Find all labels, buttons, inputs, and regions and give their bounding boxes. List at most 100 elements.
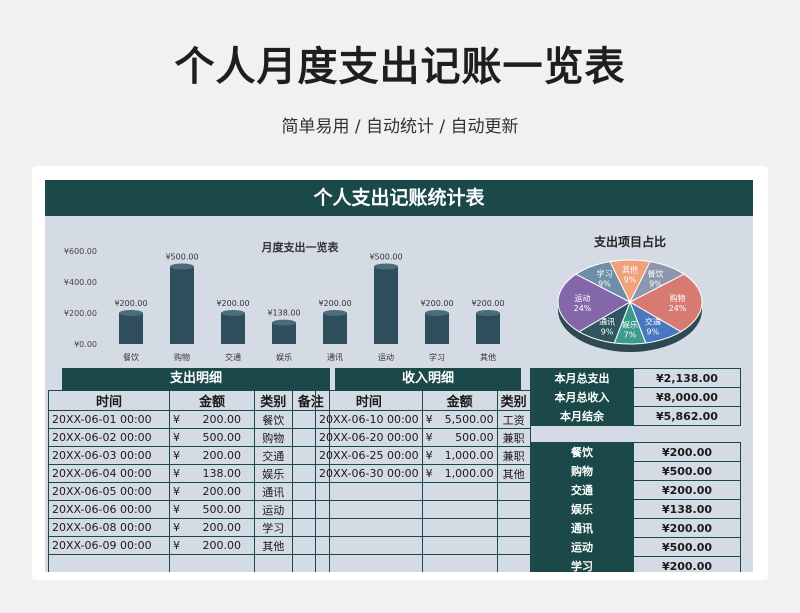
summary-label: 交通 xyxy=(530,480,634,500)
y-tick-label: ¥400.00 xyxy=(64,278,97,287)
income-header: 收入明细 xyxy=(335,368,521,390)
bar-value-label: ¥200.00 xyxy=(471,299,504,308)
amount-value: 138.00 xyxy=(202,467,242,480)
summary-value: ¥200.00 xyxy=(633,518,741,538)
currency-symbol: ¥ xyxy=(425,449,433,462)
table-row: 20XX-06-09 00:00 ¥200.00 其他 xyxy=(48,536,331,555)
category-cell: 交通 xyxy=(254,446,293,465)
amount-value: 500.00 xyxy=(202,431,242,444)
summary-row: 娱乐 ¥138.00 xyxy=(530,499,741,519)
currency-symbol: ¥ xyxy=(425,467,433,480)
bar-body xyxy=(323,313,347,344)
summary-label: 通讯 xyxy=(530,518,634,538)
col-category: 类别 xyxy=(496,390,531,411)
summary-value: ¥5,862.00 xyxy=(633,406,741,426)
income-header-row: 时间 金额 类别 xyxy=(315,390,531,411)
bar xyxy=(425,310,449,344)
time-cell: 20XX-06-03 00:00 xyxy=(48,446,170,465)
category-cell: 其他 xyxy=(496,464,531,483)
bar-top xyxy=(119,310,143,316)
expense-header: 支出明细 xyxy=(62,368,330,390)
summary-value: ¥200.00 xyxy=(633,442,741,462)
table-row xyxy=(315,554,531,572)
pie-slice-percent: 7% xyxy=(624,331,637,340)
table-row xyxy=(315,500,531,519)
summary-row: 购物 ¥500.00 xyxy=(530,461,741,481)
col-time: 时间 xyxy=(48,390,170,411)
y-tick-label: ¥200.00 xyxy=(64,309,97,318)
amount-cell: ¥500.00 xyxy=(168,428,256,447)
bar-category-label: 购物 xyxy=(174,352,190,362)
currency-symbol: ¥ xyxy=(173,503,180,516)
table-row xyxy=(315,518,531,537)
amount-value: 200.00 xyxy=(202,413,242,426)
col-amount: 金额 xyxy=(168,390,256,411)
pie-side xyxy=(558,302,702,352)
bar-chart: 月度支出一览表 ¥600.00 ¥400.00 ¥200.00 ¥0.00 ¥200.0… xyxy=(64,240,505,362)
currency-symbol: ¥ xyxy=(425,431,433,444)
bar-top xyxy=(425,310,449,316)
summary-label: 本月总支出 xyxy=(530,368,634,388)
bar-body xyxy=(221,313,245,344)
category-cell: 其他 xyxy=(254,536,293,555)
empty-cell xyxy=(496,536,531,555)
bar-category-label: 其他 xyxy=(480,352,496,362)
amount-cell: ¥200.00 xyxy=(168,482,256,501)
amount-cell: ¥500.00 xyxy=(168,500,256,519)
summary-value: ¥500.00 xyxy=(633,461,741,481)
category-cell: 工资 xyxy=(496,410,531,429)
summary-label: 本月总收入 xyxy=(530,387,634,407)
amount-cell: ¥5,500.00 xyxy=(421,410,498,429)
summary-value: ¥500.00 xyxy=(633,537,741,557)
bar-body xyxy=(476,313,500,344)
bar xyxy=(374,263,398,344)
bar-category-label: 娱乐 xyxy=(276,352,292,362)
empty-cell xyxy=(496,482,531,501)
y-tick-label: ¥0.00 xyxy=(74,340,97,349)
bar-value-label: ¥200.00 xyxy=(318,299,351,308)
category-cell: 运动 xyxy=(254,500,293,519)
pie-slice-percent: 24% xyxy=(669,304,687,313)
category-cell: 通讯 xyxy=(254,482,293,501)
category-cell: 学习 xyxy=(254,518,293,537)
currency-symbol: ¥ xyxy=(173,539,180,552)
amount-cell: ¥200.00 xyxy=(168,410,256,429)
currency-symbol: ¥ xyxy=(173,449,180,462)
pie-slice-label: 运动 xyxy=(575,293,591,303)
summary-row: 通讯 ¥200.00 xyxy=(530,518,741,538)
currency-symbol: ¥ xyxy=(173,485,180,498)
summary-row: 交通 ¥200.00 xyxy=(530,480,741,500)
bar-category-label: 运动 xyxy=(378,352,394,362)
empty-cell xyxy=(496,500,531,519)
bar-category-label: 交通 xyxy=(225,352,241,362)
currency-symbol: ¥ xyxy=(425,413,433,426)
empty-cell xyxy=(168,554,256,572)
amount-cell: ¥200.00 xyxy=(168,536,256,555)
empty-cell xyxy=(254,554,293,572)
time-cell: 20XX-06-30 00:00 xyxy=(315,464,423,483)
pie-chart: 支出项目占比 其他9%餐饮9%购物24%交通9%娱乐7%通讯9%运动24%学习9… xyxy=(557,234,703,352)
bar xyxy=(170,263,194,344)
amount-value: 500.00 xyxy=(202,503,242,516)
col-time: 时间 xyxy=(315,390,423,411)
summary-value: ¥2,138.00 xyxy=(633,368,741,388)
bar-category-label: 学习 xyxy=(429,352,445,362)
table-row: 20XX-06-02 00:00 ¥500.00 购物 xyxy=(48,428,331,447)
summary-table: 本月总支出 ¥2,138.00 本月总收入 ¥8,000.00 本月结余 ¥5,862.0… xyxy=(530,368,741,426)
empty-cell xyxy=(421,554,498,572)
category-cell: 餐饮 xyxy=(254,410,293,429)
page-subtitle: 简单易用 / 自动统计 / 自动更新 xyxy=(281,117,519,137)
category-cell: 购物 xyxy=(254,428,293,447)
summary-label: 运动 xyxy=(530,537,634,557)
summary-value: ¥138.00 xyxy=(633,499,741,519)
bar-body xyxy=(425,313,449,344)
empty-cell xyxy=(315,500,423,519)
amount-cell: ¥1,000.00 xyxy=(421,464,498,483)
time-cell: 20XX-06-01 00:00 xyxy=(48,410,170,429)
col-amount: 金额 xyxy=(421,390,498,411)
summary-row: 学习 ¥200.00 xyxy=(530,556,741,572)
time-cell: 20XX-06-08 00:00 xyxy=(48,518,170,537)
table-row: 20XX-06-25 00:00 ¥1,000.00 兼职 xyxy=(315,446,531,465)
empty-cell xyxy=(421,500,498,519)
pie-slice xyxy=(628,273,703,333)
